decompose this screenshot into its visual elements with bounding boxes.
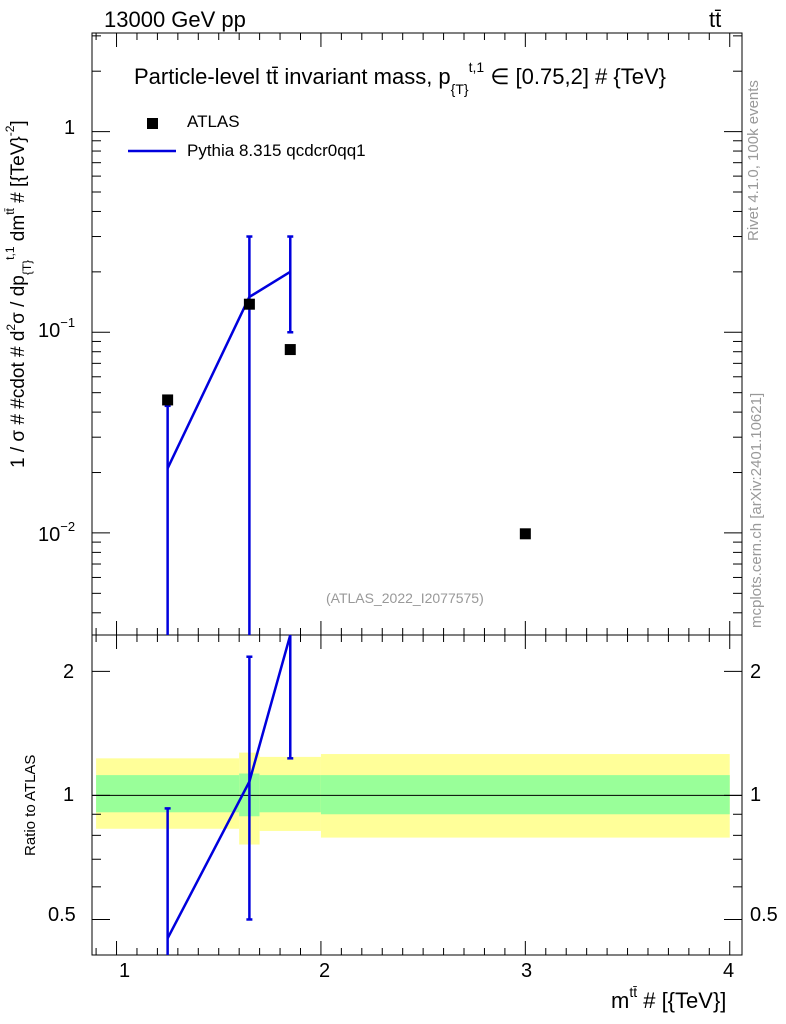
ratio-band-inner-2 bbox=[259, 775, 321, 813]
y-axis-label-part4: # [{TeV} bbox=[8, 136, 29, 209]
y-axis-label-part1: 1 / σ # #cdot # d bbox=[8, 330, 29, 468]
x-tick-label-3: 3 bbox=[521, 960, 533, 982]
data-point-3 bbox=[519, 528, 531, 540]
y-axis-label-sup4: -2 bbox=[3, 125, 17, 137]
rivet-credit: Rivet 4.1.0, 100k events bbox=[745, 80, 762, 241]
ratio-y-tick-0.5-right: 0.5 bbox=[750, 904, 778, 926]
y-axis-label-sub1: {T} bbox=[20, 259, 34, 276]
analysis-watermark: (ATLAS_2022_I2077575) bbox=[326, 590, 484, 606]
mc-line bbox=[166, 270, 291, 469]
energy-label: 13000 GeV pp bbox=[104, 7, 246, 32]
ratio-y-tick-2-right: 2 bbox=[750, 661, 762, 683]
ratio-band-inner-0 bbox=[96, 775, 240, 813]
x-tick-label-2: 2 bbox=[319, 960, 331, 982]
ratio-y-axis-label: Ratio to ATLAS bbox=[22, 754, 39, 856]
data-point-1.65 bbox=[243, 298, 255, 310]
data-series-main bbox=[162, 298, 531, 540]
plot-title-sup: t,1 bbox=[468, 59, 485, 75]
x-axis-label-sup: tt̄ bbox=[629, 984, 638, 1000]
y-axis-label-part3: dm bbox=[8, 214, 29, 247]
x-axis-label-main: m bbox=[611, 988, 630, 1013]
legend-marker-atlas bbox=[147, 118, 158, 129]
mc-series-main bbox=[164, 235, 294, 635]
y-tick-label-0.01-exp: −2 bbox=[60, 519, 76, 534]
y-tick-label-0.1-exp: −1 bbox=[60, 315, 76, 330]
ratio-y-tick-2-left: 2 bbox=[63, 661, 75, 683]
legend-label-pythia: Pythia 8.315 qcdcr0qq1 bbox=[187, 141, 366, 160]
plot-title: Particle-level tt̄ invariant mass, p{T} t… bbox=[134, 59, 667, 97]
y-axis-label-part2: σ / dp bbox=[8, 275, 29, 324]
ratio-axis-ticks bbox=[92, 635, 742, 955]
y-axis-label: 1 / σ # #cdot # d2σ / dp{T}t,1 dmtt̄ # [… bbox=[3, 120, 34, 468]
y-tick-label-0.1-base: 10 bbox=[38, 320, 61, 342]
plot-title-tail: ∈ [0.75,2] # {TeV} bbox=[490, 64, 667, 89]
mcplots-credit: mcplots.cern.ch [arXiv:2401.10621] bbox=[748, 392, 765, 628]
y-tick-label-0.01-base: 10 bbox=[38, 524, 61, 546]
legend-label-atlas: ATLAS bbox=[187, 112, 240, 131]
y-axis-label-part5: ] bbox=[8, 120, 29, 126]
main-axis-ticks bbox=[92, 33, 742, 635]
plot-title-sub: {T} bbox=[450, 81, 469, 97]
data-point-1.25 bbox=[162, 394, 174, 406]
y-axis-label-sup2: t,1 bbox=[3, 246, 17, 260]
ratio-y-tick-1-right: 1 bbox=[750, 784, 762, 806]
plot-title-main: Particle-level tt̄ invariant mass, p bbox=[134, 64, 451, 89]
x-axis-label: mtt̄ # [{TeV}] bbox=[611, 984, 727, 1014]
x-axis-label-tail: # [{TeV}] bbox=[637, 988, 727, 1013]
x-tick-label-4: 4 bbox=[723, 960, 735, 982]
ratio-band-inner-3 bbox=[320, 775, 730, 815]
y-tick-label-0.1: 10−1 bbox=[38, 315, 75, 343]
y-tick-label-0.01: 10−2 bbox=[38, 519, 75, 547]
process-label: tt̄ bbox=[709, 7, 722, 32]
ratio-y-tick-1-left: 1 bbox=[63, 784, 75, 806]
y-axis-label-sup3: tt̄ bbox=[3, 208, 17, 215]
x-tick-label-1: 1 bbox=[119, 960, 131, 982]
y-axis-label-sup1: 2 bbox=[4, 323, 18, 331]
data-point-1.85 bbox=[284, 344, 296, 356]
y-tick-label-1: 1 bbox=[64, 117, 76, 139]
mc-series-ratio bbox=[164, 634, 294, 955]
ratio-uncertainty-bands bbox=[96, 752, 730, 845]
ratio-y-tick-0.5-left: 0.5 bbox=[48, 904, 76, 926]
